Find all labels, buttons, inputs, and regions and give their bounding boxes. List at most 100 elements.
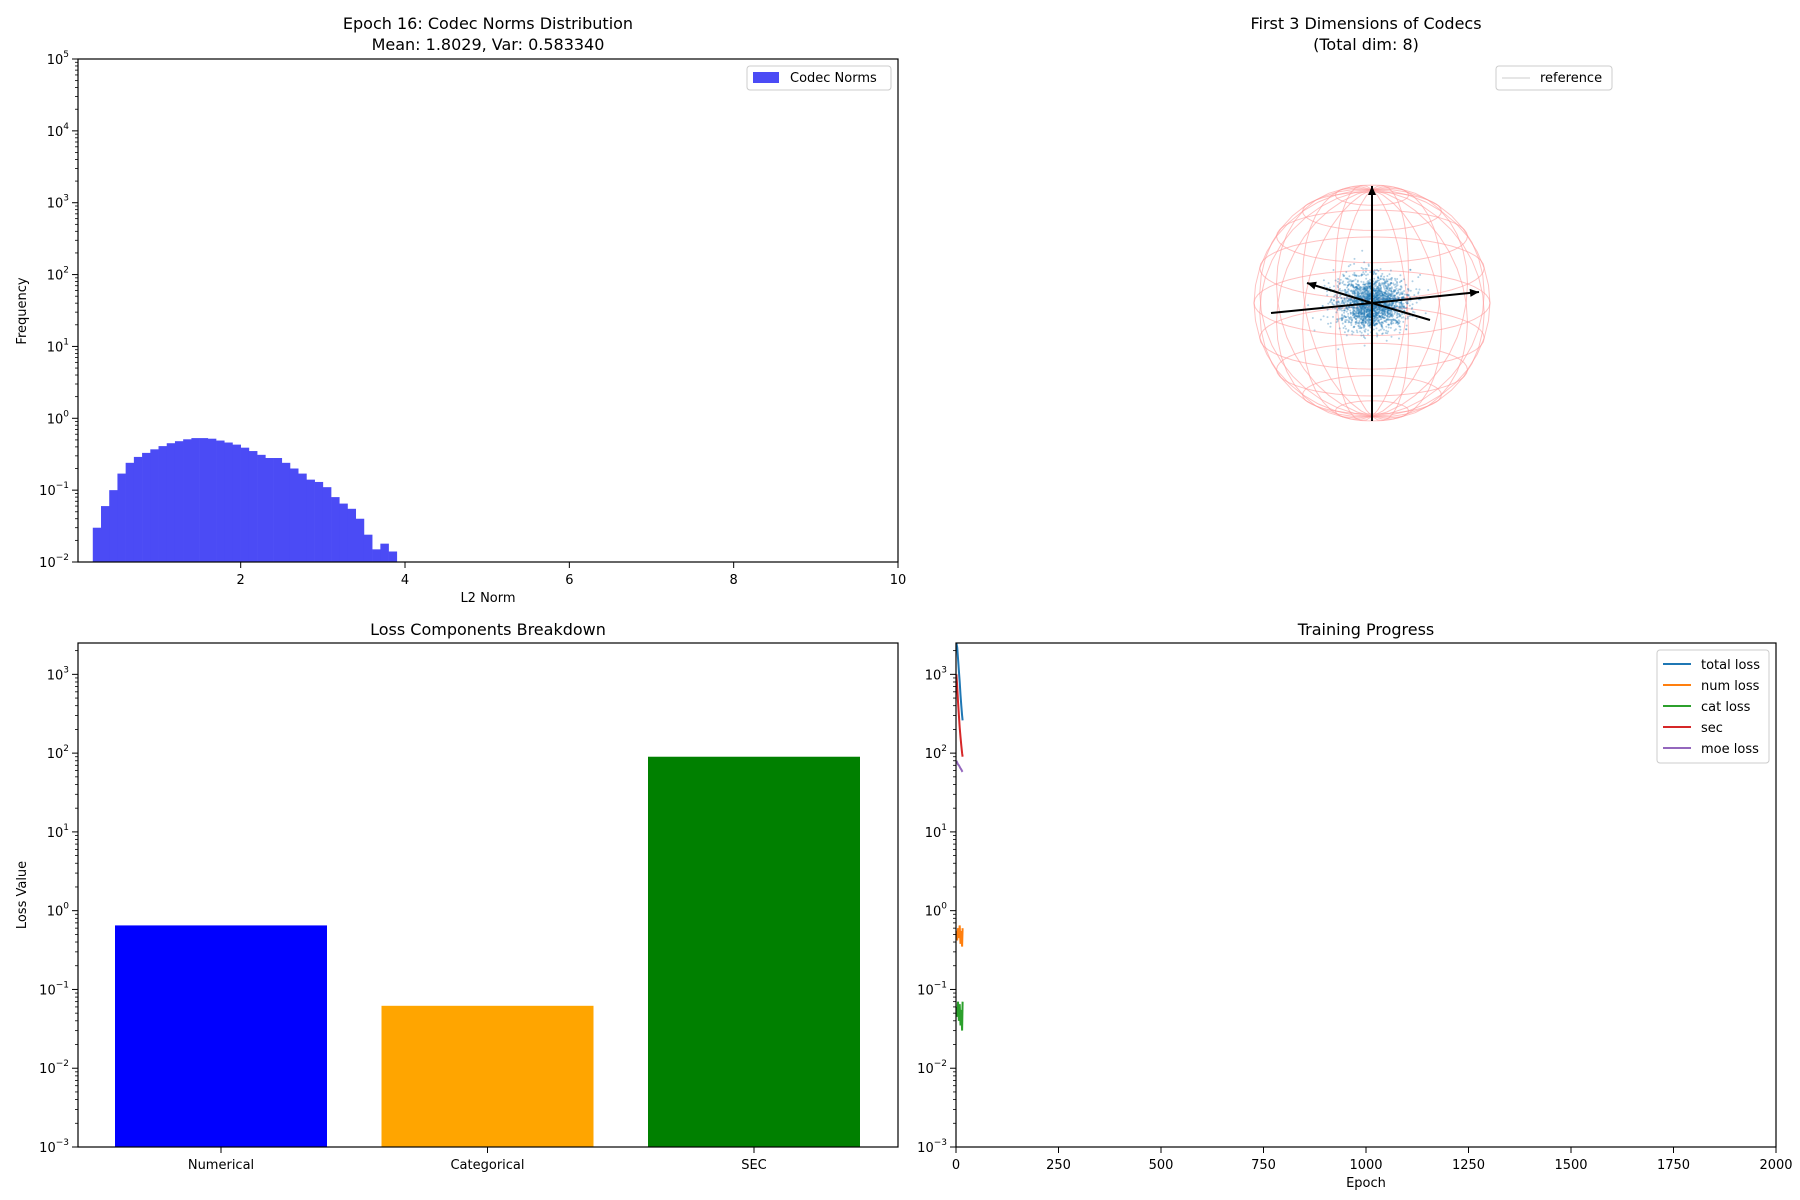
- codec-point: [1389, 297, 1392, 300]
- codec-point: [1348, 283, 1351, 286]
- codec-point: [1378, 321, 1381, 324]
- codec-point: [1366, 286, 1369, 289]
- y-tick-label: 100: [925, 902, 948, 920]
- codec-point: [1369, 316, 1372, 319]
- codec-point: [1384, 310, 1386, 313]
- y-tick-exponent: −2: [56, 553, 69, 563]
- codec-point: [1337, 301, 1340, 303]
- codec-point: [1389, 283, 1392, 286]
- codec-point: [1374, 310, 1377, 313]
- y-tick-label: 101: [925, 823, 947, 841]
- codec-point: [1367, 263, 1370, 266]
- codec-point: [1385, 308, 1387, 311]
- codec-point: [1365, 310, 1368, 313]
- codec-point: [1341, 314, 1344, 317]
- codec-point: [1396, 305, 1399, 308]
- codec-point: [1397, 319, 1400, 322]
- codec-point: [1367, 306, 1370, 309]
- codec-point: [1366, 285, 1369, 288]
- codec-point: [1383, 278, 1386, 281]
- codec-point: [1397, 289, 1399, 292]
- codec-point: [1365, 309, 1368, 312]
- codec-point: [1358, 301, 1361, 304]
- histogram-bar: [92, 527, 102, 562]
- codec-point: [1369, 309, 1372, 312]
- codec-point: [1362, 308, 1365, 311]
- codec-point: [1352, 292, 1354, 295]
- histogram-bar: [199, 438, 209, 562]
- codec-point: [1350, 306, 1353, 309]
- codec-point: [1374, 273, 1377, 275]
- codec-point: [1390, 281, 1393, 284]
- codec-point: [1364, 307, 1367, 310]
- codec-point: [1384, 302, 1387, 305]
- codec-point: [1409, 289, 1412, 292]
- codec-point: [1385, 298, 1387, 301]
- codec-point: [1349, 312, 1352, 315]
- codec-point: [1400, 301, 1402, 304]
- codec-point: [1352, 285, 1354, 288]
- codec-point: [1352, 286, 1355, 289]
- codec-point: [1396, 313, 1399, 316]
- histogram-bar: [158, 446, 168, 562]
- codec-point: [1365, 282, 1368, 285]
- codec-point: [1330, 298, 1333, 301]
- codec-point: [1335, 318, 1338, 321]
- codec-point: [1367, 290, 1370, 293]
- codec-point: [1369, 318, 1372, 321]
- codec-point: [1354, 317, 1357, 320]
- codec-point: [1379, 312, 1381, 315]
- codec-point: [1391, 315, 1394, 318]
- codec-point: [1364, 289, 1367, 292]
- codec-point: [1394, 301, 1397, 304]
- codec-point: [1377, 297, 1380, 300]
- codec-point: [1384, 313, 1386, 316]
- codec-point: [1373, 295, 1376, 298]
- codec-point: [1363, 309, 1366, 312]
- codec-point: [1354, 292, 1357, 295]
- codec-point: [1362, 323, 1365, 326]
- codec-point: [1360, 317, 1363, 320]
- codec-point: [1366, 308, 1369, 311]
- histogram-bar: [150, 449, 159, 562]
- codec-point: [1350, 298, 1353, 301]
- codec-point: [1366, 293, 1369, 296]
- codec-point: [1400, 279, 1403, 282]
- loss-bar-numerical: [115, 925, 327, 1147]
- codec-point: [1407, 288, 1410, 291]
- codec-point: [1372, 315, 1375, 318]
- y-tick-label: 105: [47, 50, 69, 68]
- codec-point: [1380, 298, 1382, 301]
- codec-point: [1345, 306, 1348, 309]
- codec-point: [1352, 307, 1355, 309]
- codec-point: [1366, 290, 1369, 293]
- codec-point: [1351, 299, 1354, 302]
- codec-point: [1352, 310, 1355, 313]
- codec-point: [1363, 286, 1366, 289]
- codec-point: [1376, 314, 1379, 317]
- codec-point: [1373, 282, 1376, 285]
- codec-point: [1381, 308, 1384, 311]
- codec-point: [1336, 318, 1339, 321]
- codec-point: [1358, 308, 1361, 311]
- codec-point: [1363, 283, 1366, 286]
- codec-point: [1383, 302, 1386, 305]
- codec-point: [1397, 291, 1400, 294]
- codec-point: [1367, 264, 1370, 267]
- codec-point: [1348, 306, 1351, 309]
- codec-point: [1351, 284, 1354, 287]
- codec-point: [1367, 320, 1370, 323]
- codec-point: [1359, 295, 1362, 297]
- codec-point: [1358, 319, 1361, 322]
- codec-point: [1387, 292, 1390, 295]
- codec-point: [1366, 314, 1369, 317]
- codec-point: [1361, 312, 1364, 315]
- codec-point: [1338, 289, 1341, 292]
- codec-point: [1377, 307, 1380, 310]
- loss-components-title: Loss Components Breakdown: [370, 620, 606, 639]
- codec-point: [1357, 291, 1360, 294]
- codec-point: [1390, 289, 1392, 292]
- codec-point: [1351, 290, 1354, 293]
- histogram-bar: [125, 462, 135, 562]
